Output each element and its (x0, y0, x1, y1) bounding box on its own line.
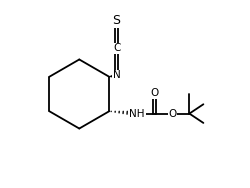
Text: O: O (151, 88, 159, 98)
Polygon shape (109, 73, 117, 78)
Text: NH: NH (130, 109, 145, 119)
Text: O: O (168, 109, 177, 119)
Text: N: N (113, 70, 120, 80)
Text: S: S (112, 14, 120, 27)
Text: C: C (113, 43, 120, 53)
